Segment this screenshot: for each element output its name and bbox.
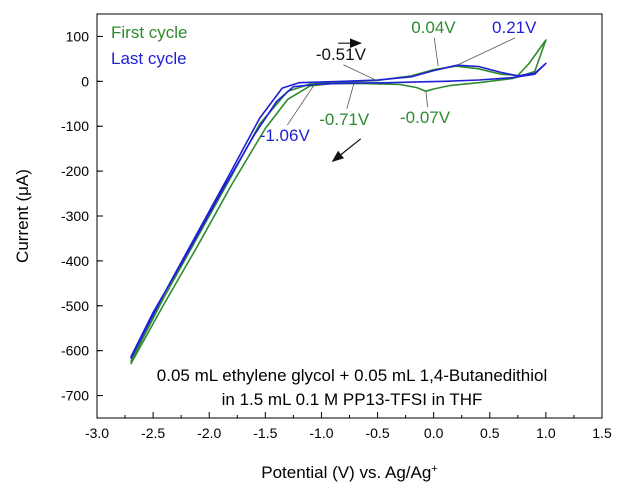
legend-entry-last-cycle: Last cycle: [111, 49, 187, 68]
annotation-leader-line: [286, 83, 316, 126]
caption-line-1: 0.05 mL ethylene glycol + 0.05 mL 1,4-Bu…: [157, 366, 547, 385]
peak-annotation: -0.07V: [400, 108, 451, 127]
x-axis-label-text: Potential (V) vs. Ag/Ag: [261, 463, 431, 482]
x-tick-label: -2.5: [141, 425, 165, 441]
legend: First cycle Last cycle: [111, 23, 188, 68]
chart-caption: 0.05 mL ethylene glycol + 0.05 mL 1,4-Bu…: [157, 366, 547, 409]
x-tick-label: -2.0: [197, 425, 221, 441]
caption-line-2: in 1.5 mL 0.1 M PP13-TFSI in THF: [222, 390, 483, 409]
arrow-layer: [331, 38, 362, 162]
annotation-leader-line: [433, 37, 439, 67]
x-tick-label: -1.0: [309, 425, 333, 441]
y-tick-label: -600: [61, 343, 89, 359]
y-tick-label: -500: [61, 298, 89, 314]
y-tick-label: -300: [61, 208, 89, 224]
x-axis-label: Potential (V) vs. Ag/Ag+: [261, 463, 438, 482]
y-axis-label: Current (μA): [13, 169, 32, 263]
x-tick-label: 0.0: [424, 425, 444, 441]
peak-annotation: 0.21V: [492, 18, 537, 37]
peak-annotation: -0.71V: [319, 110, 370, 129]
axis-ticks: -3.0 -2.5 -2.0 -1.5 -1.0 -0.5 0.0 0.5 1.0 1.5 100 0…: [61, 28, 612, 441]
x-tick-label: -0.5: [365, 425, 389, 441]
scan-direction-arrow: [331, 138, 362, 162]
series-layer: [129, 39, 547, 365]
y-tick-label: -200: [61, 163, 89, 179]
x-tick-label: 1.0: [536, 425, 556, 441]
y-tick-label: -100: [61, 118, 89, 134]
peak-annotation: 0.04V: [411, 18, 456, 37]
peak-annotation: -1.06V: [260, 126, 311, 145]
legend-entry-first-cycle: First cycle: [111, 23, 188, 42]
x-tick-label: 0.5: [480, 425, 500, 441]
series-line-last-cycle: [129, 62, 547, 360]
series-line-first-cycle: [129, 39, 547, 365]
annotation-leader-line: [343, 64, 377, 81]
annotation-leader-line: [457, 37, 516, 66]
x-tick-label: -1.5: [253, 425, 277, 441]
x-tick-label: -3.0: [85, 425, 109, 441]
annotation-leader-line: [346, 83, 355, 109]
y-tick-label: 0: [81, 73, 89, 89]
x-axis-label-superscript: +: [431, 463, 437, 475]
x-tick-label: 1.5: [592, 425, 612, 441]
y-tick-label: -400: [61, 253, 89, 269]
peak-annotation: -0.51V: [316, 45, 367, 64]
y-tick-label: -700: [61, 388, 89, 404]
annotation-leader-line: [425, 91, 428, 108]
annotation-layer: 0.04V 0.21V -0.51V -0.71V -0.07V -1.06V: [260, 18, 537, 145]
y-tick-label: 100: [66, 28, 90, 44]
